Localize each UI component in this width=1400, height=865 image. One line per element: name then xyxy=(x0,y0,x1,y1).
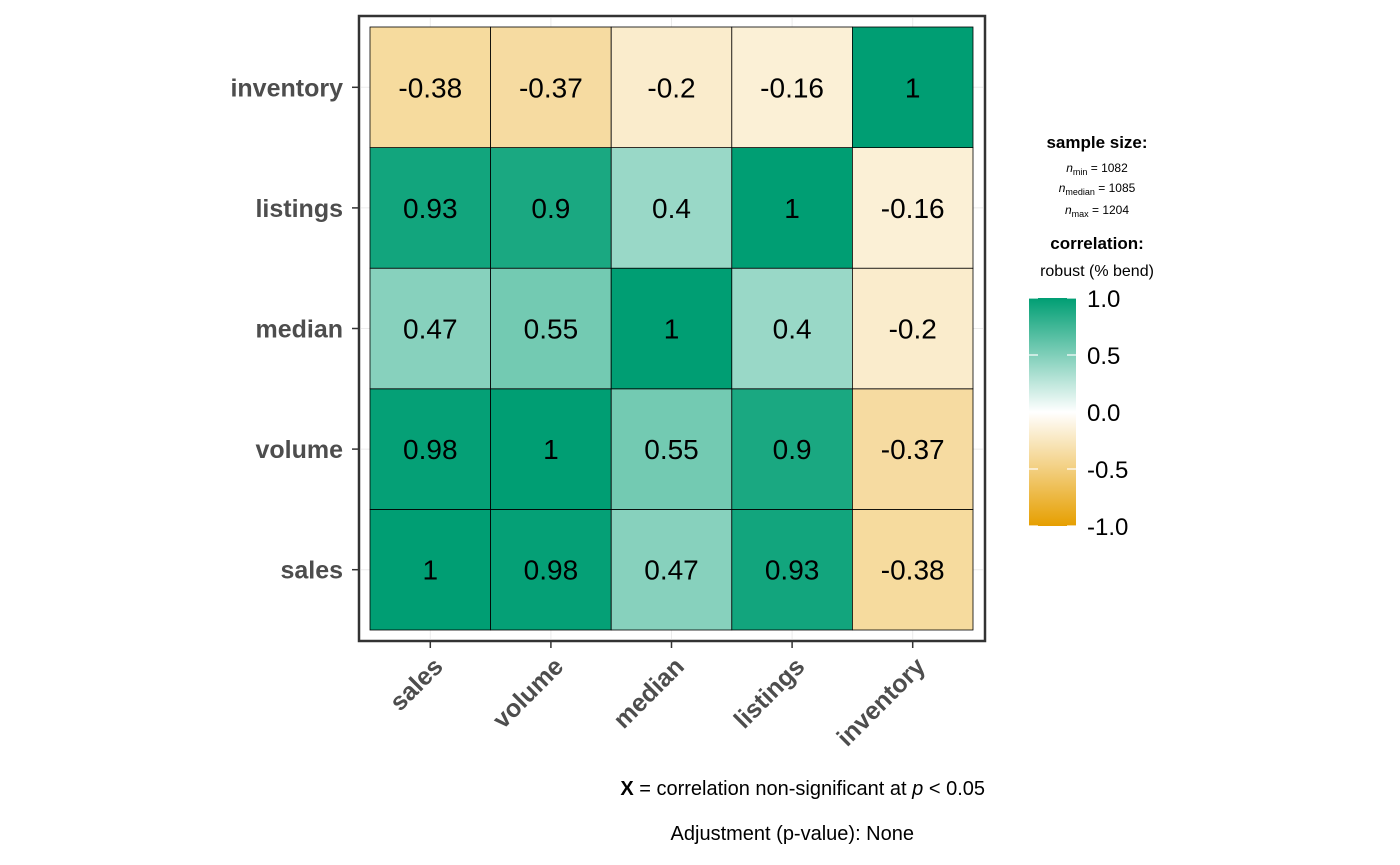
heatmap-cells: 1 0.98 0.47 0.93 -0.38 0.98 1 0.55 0.9 -0.37 0.47 0… xyxy=(369,26,974,631)
cell-value-label: 1 xyxy=(423,555,439,586)
cell-value-label: -0.37 xyxy=(881,434,945,465)
cell-value-label: 0.98 xyxy=(524,555,579,586)
cell-value-label: 0.93 xyxy=(403,193,458,224)
legend-tick-label: 0.0 xyxy=(1087,400,1120,427)
y-axis-label: sales xyxy=(280,557,343,585)
legend-tick-label: 1.0 xyxy=(1087,286,1120,313)
cell-value-label: -0.2 xyxy=(647,72,695,103)
legend: sample size: nmin = 1082 nmedian = 1085 … xyxy=(1029,133,1154,541)
y-axis-label: listings xyxy=(255,195,343,223)
cell-value-label: -0.16 xyxy=(881,193,945,224)
cell-value-label: 1 xyxy=(784,193,800,224)
legend-tick-label: -0.5 xyxy=(1087,457,1128,484)
cell-value-label: -0.38 xyxy=(881,555,945,586)
heatmap-cell xyxy=(490,147,612,269)
cell-value-label: 0.55 xyxy=(644,434,699,465)
y-axis-label: volume xyxy=(255,436,343,464)
heatmap-cell xyxy=(369,508,491,631)
heatmap-cell xyxy=(852,26,974,148)
cell-value-label: 0.47 xyxy=(644,555,699,586)
cell-value-label: 0.9 xyxy=(531,193,570,224)
cell-value-label: -0.38 xyxy=(398,72,462,103)
x-axis-labels: sales volume median listings inventory xyxy=(385,652,932,751)
x-axis-label: inventory xyxy=(832,652,931,751)
heatmap-cell xyxy=(852,267,974,390)
heatmap-cell xyxy=(731,388,853,510)
legend-sample-title: sample size: xyxy=(1046,133,1147,152)
x-axis-label: volume xyxy=(487,652,569,734)
heatmap-cell xyxy=(731,26,853,148)
legend-corr-method: robust (% bend) xyxy=(1040,263,1154,280)
caption-line1: X = correlation non-significant at p < 0… xyxy=(620,778,985,800)
heatmap-cell xyxy=(490,388,612,510)
heatmap-cell xyxy=(731,508,853,631)
legend-n-max: nmax = 1204 xyxy=(1065,203,1129,219)
legend-corr-title: correlation: xyxy=(1050,234,1144,253)
cell-value-label: 1 xyxy=(543,434,559,465)
cell-value-label: 0.9 xyxy=(773,434,812,465)
heatmap-cell xyxy=(852,147,974,269)
heatmap-cell xyxy=(369,267,491,390)
cell-value-label: 0.93 xyxy=(765,555,820,586)
cell-value-label: 0.55 xyxy=(524,314,579,345)
legend-tick-label: 0.5 xyxy=(1087,343,1120,370)
x-axis-label: sales xyxy=(385,652,449,716)
legend-n-min: nmin = 1082 xyxy=(1066,161,1128,177)
heatmap-cell xyxy=(610,388,733,510)
heatmap-cell xyxy=(490,508,612,631)
heatmap-cell xyxy=(852,508,974,631)
cell-value-label: 1 xyxy=(905,72,921,103)
x-axis-label: median xyxy=(608,652,690,734)
plot-panel: 1 0.98 0.47 0.93 -0.38 0.98 1 0.55 0.9 -0.37 0.47 0… xyxy=(230,14,987,752)
caption: X = correlation non-significant at p < 0… xyxy=(620,778,985,845)
cell-value-label: 0.47 xyxy=(403,314,458,345)
cell-value-label: 0.4 xyxy=(652,193,691,224)
heatmap-cell xyxy=(610,508,733,631)
heatmap-cell xyxy=(490,26,612,148)
heatmap-cell xyxy=(490,267,612,390)
cell-value-label: -0.37 xyxy=(519,72,583,103)
heatmap-cell xyxy=(369,147,491,269)
y-axis-label: inventory xyxy=(230,74,343,102)
x-axis-label: listings xyxy=(729,652,811,734)
axis-ticks xyxy=(352,86,914,648)
heatmap-cell xyxy=(610,147,733,269)
legend-n-median: nmedian = 1085 xyxy=(1059,181,1136,197)
cell-value-label: -0.16 xyxy=(760,72,824,103)
heatmap-cell xyxy=(369,26,491,148)
heatmap-cell xyxy=(852,388,974,510)
cell-value-label: 0.4 xyxy=(773,314,812,345)
legend-tick-label: -1.0 xyxy=(1087,514,1128,541)
cell-value-label: 1 xyxy=(664,314,680,345)
cell-value-label: 0.98 xyxy=(403,434,458,465)
heatmap-cell xyxy=(731,147,853,269)
cell-value-label: -0.2 xyxy=(889,314,937,345)
y-axis-labels: sales volume median listings inventory xyxy=(230,74,343,584)
legend-colorbar-ticks: 1.0 0.5 0.0 -0.5 -1.0 xyxy=(1029,286,1128,541)
heatmap-cell xyxy=(369,388,491,510)
caption-line2: Adjustment (p-value): None xyxy=(671,823,914,845)
heatmap-cell xyxy=(610,26,733,148)
y-axis-label: median xyxy=(255,316,343,344)
